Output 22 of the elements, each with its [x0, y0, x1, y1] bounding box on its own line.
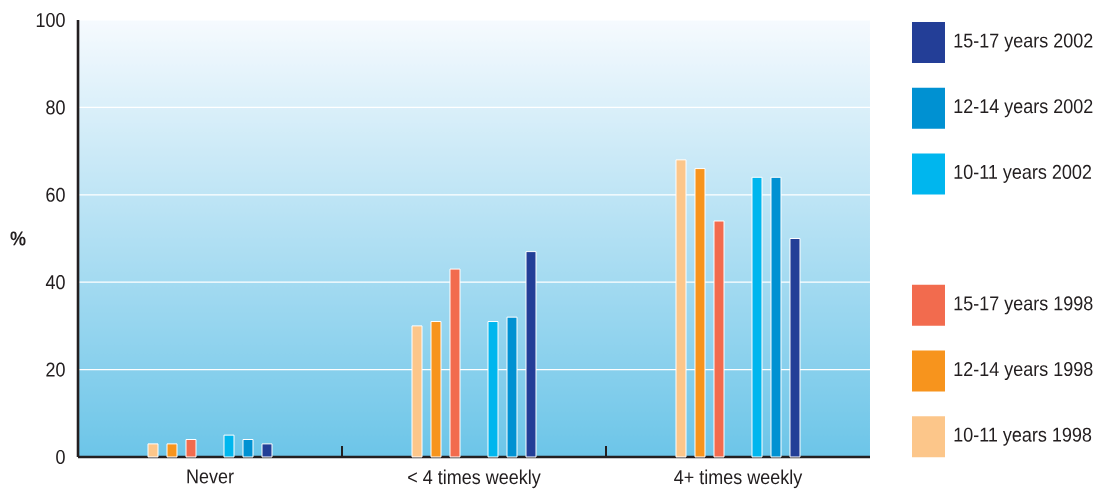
bar: [261, 443, 273, 458]
y-tick-label: 20: [46, 362, 65, 377]
y-axis-title: %: [10, 231, 26, 246]
y-tick-label: 0: [56, 449, 65, 465]
bar: [223, 434, 235, 458]
legend-label: 12-14 years 1998: [954, 361, 1093, 381]
x-tick-label: Never: [187, 469, 234, 484]
x-tick-label: 4+ times weekly: [674, 469, 803, 489]
x-tick-label: < 4 times weekly: [408, 469, 541, 489]
legend-label: 15-17 years 1998: [954, 296, 1093, 315]
bar: [147, 443, 159, 458]
y-tick-label: 80: [46, 100, 65, 115]
y-tick-label: 60: [46, 187, 65, 202]
bar: [185, 439, 197, 458]
bar: [166, 443, 178, 458]
legend-label: 10-11 years 2002: [954, 164, 1092, 183]
y-tick-label: 40: [45, 275, 65, 290]
legend-label: 10-11 years 1998: [954, 427, 1092, 446]
y-tick-label: 100: [36, 12, 65, 28]
legend-label: 12-14 years 2002: [954, 99, 1093, 118]
legend-label: 15-17 years 2002: [954, 33, 1093, 52]
bar: [242, 439, 254, 458]
